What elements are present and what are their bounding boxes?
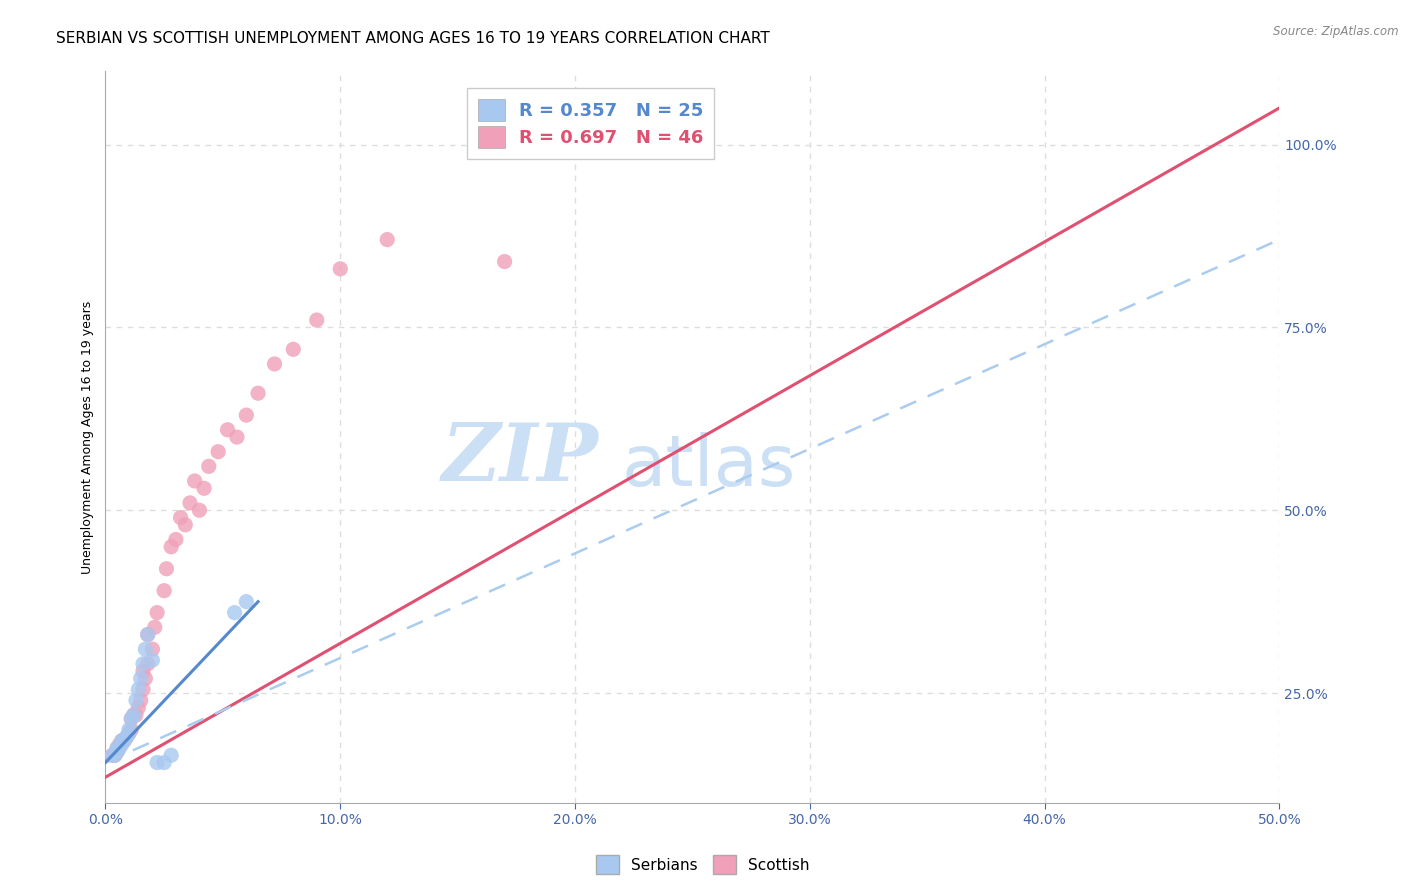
- Point: [146, 606, 169, 620]
- Text: Source: ZipAtlas.com: Source: ZipAtlas.com: [1274, 25, 1399, 38]
- Point: [136, 657, 159, 671]
- Point: [108, 740, 131, 755]
- Point: [104, 748, 127, 763]
- Point: [329, 261, 352, 276]
- Legend: Serbians, Scottish: Serbians, Scottish: [591, 849, 815, 880]
- Point: [112, 733, 135, 747]
- Point: [588, 137, 610, 152]
- Point: [132, 664, 155, 678]
- Point: [160, 748, 183, 763]
- Point: [105, 745, 128, 759]
- Point: [111, 733, 134, 747]
- Point: [263, 357, 285, 371]
- Point: [153, 583, 176, 598]
- Point: [160, 540, 183, 554]
- Point: [129, 672, 152, 686]
- Point: [235, 594, 257, 608]
- Point: [104, 748, 127, 763]
- Point: [153, 756, 176, 770]
- Point: [120, 712, 142, 726]
- Point: [143, 620, 166, 634]
- Text: atlas: atlas: [621, 432, 796, 500]
- Point: [111, 733, 134, 747]
- Legend: R = 0.357   N = 25, R = 0.697   N = 46: R = 0.357 N = 25, R = 0.697 N = 46: [467, 87, 714, 159]
- Point: [125, 693, 148, 707]
- Point: [125, 708, 148, 723]
- Point: [207, 444, 229, 458]
- Point: [165, 533, 187, 547]
- Point: [112, 733, 135, 747]
- Point: [118, 726, 141, 740]
- Point: [120, 712, 142, 726]
- Point: [108, 737, 131, 751]
- Point: [105, 745, 128, 759]
- Point: [136, 627, 159, 641]
- Point: [188, 503, 211, 517]
- Point: [120, 723, 142, 737]
- Point: [132, 657, 155, 671]
- Point: [217, 423, 239, 437]
- Point: [197, 459, 219, 474]
- Point: [122, 708, 145, 723]
- Point: [105, 740, 128, 755]
- Point: [118, 723, 141, 737]
- Point: [129, 693, 152, 707]
- Point: [174, 517, 197, 532]
- Point: [134, 672, 156, 686]
- Point: [141, 653, 163, 667]
- Point: [183, 474, 205, 488]
- Point: [105, 740, 128, 755]
- Point: [193, 481, 215, 495]
- Point: [115, 730, 138, 744]
- Point: [375, 233, 398, 247]
- Text: SERBIAN VS SCOTTISH UNEMPLOYMENT AMONG AGES 16 TO 19 YEARS CORRELATION CHART: SERBIAN VS SCOTTISH UNEMPLOYMENT AMONG A…: [56, 31, 770, 46]
- Point: [111, 737, 134, 751]
- Point: [101, 748, 124, 763]
- Point: [283, 343, 305, 357]
- Point: [127, 682, 149, 697]
- Point: [235, 408, 257, 422]
- Point: [155, 562, 177, 576]
- Point: [179, 496, 201, 510]
- Point: [141, 642, 163, 657]
- Point: [115, 730, 138, 744]
- Point: [101, 748, 124, 763]
- Point: [136, 627, 159, 641]
- Point: [247, 386, 270, 401]
- Point: [224, 606, 246, 620]
- Text: ZIP: ZIP: [441, 420, 599, 498]
- Point: [305, 313, 328, 327]
- Point: [226, 430, 249, 444]
- Point: [146, 756, 169, 770]
- Y-axis label: Unemployment Among Ages 16 to 19 years: Unemployment Among Ages 16 to 19 years: [82, 301, 94, 574]
- Point: [122, 708, 145, 723]
- Point: [494, 254, 516, 268]
- Point: [118, 726, 141, 740]
- Point: [169, 510, 191, 524]
- Point: [134, 642, 156, 657]
- Point: [127, 700, 149, 714]
- Point: [132, 682, 155, 697]
